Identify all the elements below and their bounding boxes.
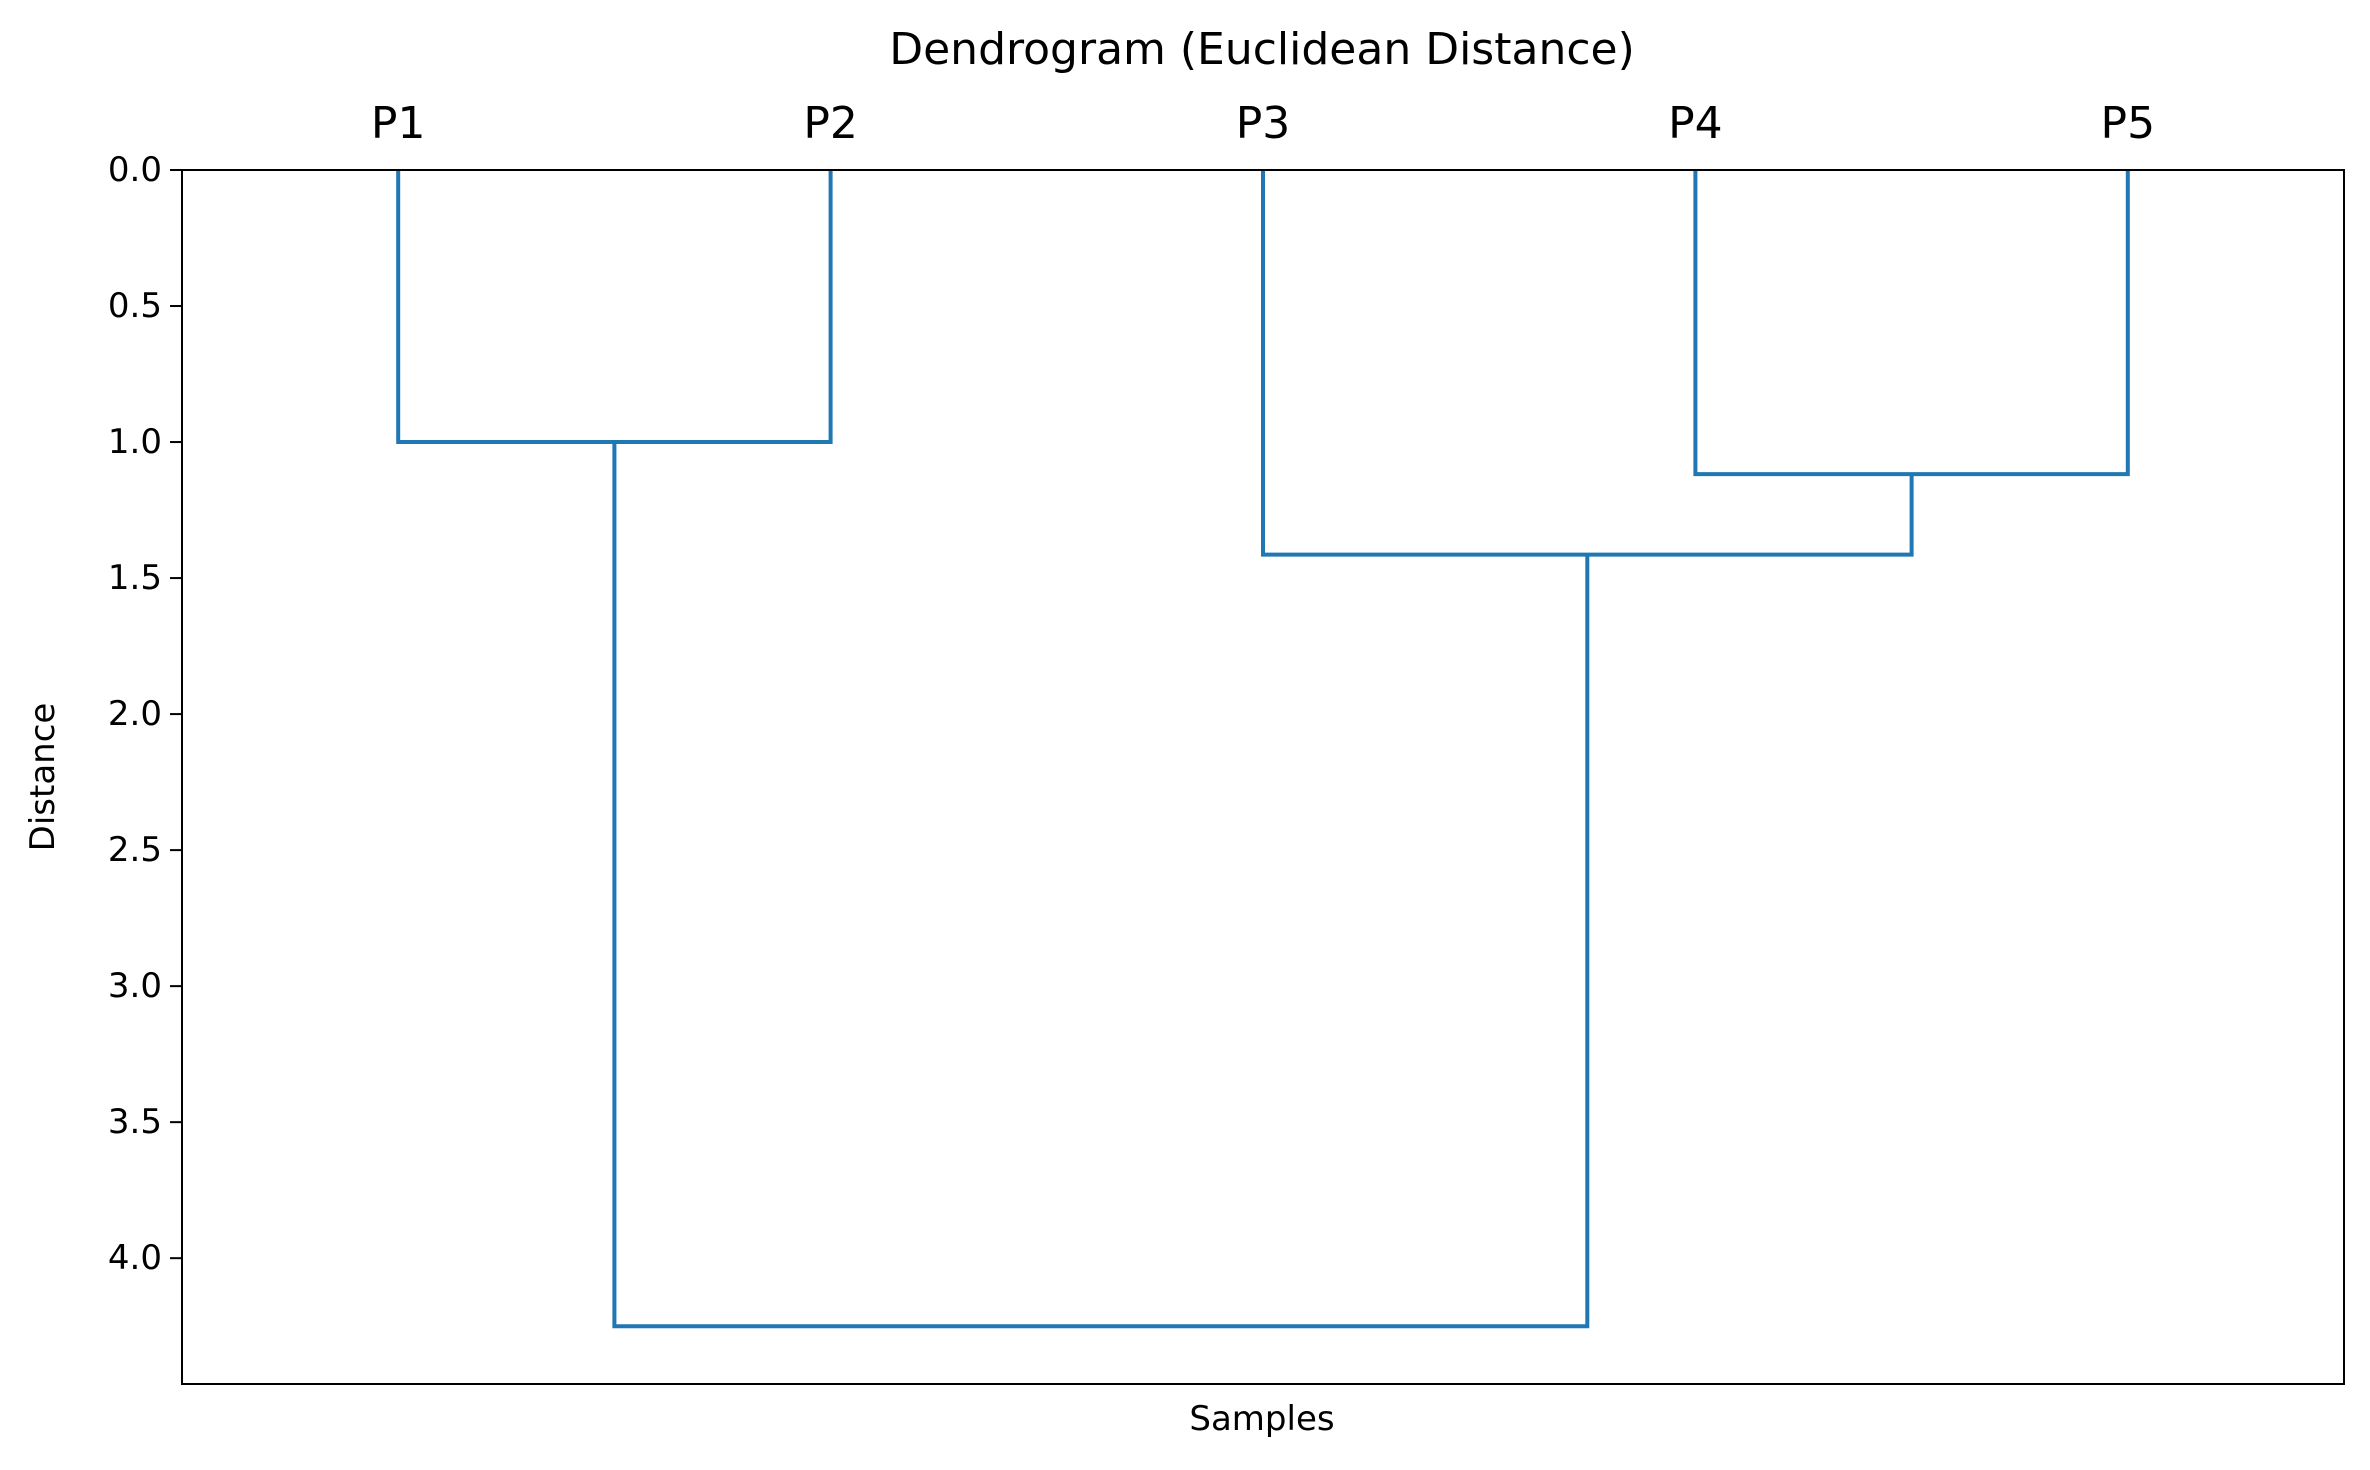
chart-title: Dendrogram (Euclidean Distance) [889, 24, 1635, 75]
y-tick-label: 4.0 [108, 1238, 162, 1278]
y-tick-label: 3.0 [108, 966, 162, 1006]
plot-frame [181, 169, 2345, 1385]
leaf-label-p1: P1 [371, 98, 426, 149]
y-tick-label: 2.0 [108, 694, 162, 734]
x-axis-label: Samples [1189, 1399, 1334, 1439]
y-axis-ticks: 0.0 0.5 1.0 1.5 2.0 2.5 3.0 3.5 4.0 [108, 150, 182, 1278]
y-tick-label: 2.5 [108, 830, 162, 870]
y-tick-label: 0.5 [108, 286, 162, 326]
leaf-label-p2: P2 [803, 98, 858, 149]
dendrogram-link-4 [612, 442, 1590, 1329]
y-tick-label: 3.5 [108, 1102, 162, 1142]
y-tick-label: 0.0 [108, 150, 162, 190]
leaf-label-p3: P3 [1236, 98, 1291, 149]
leaf-label-p4: P4 [1668, 98, 1723, 149]
y-axis-label: Distance [23, 703, 63, 852]
leaf-labels: P1 P2 P3 P4 P5 [371, 98, 2155, 149]
leaf-label-p5: P5 [2101, 98, 2156, 149]
y-tick-label: 1.5 [108, 558, 162, 598]
dendrogram-links [396, 170, 2130, 1329]
y-tick-label: 1.0 [108, 422, 162, 462]
